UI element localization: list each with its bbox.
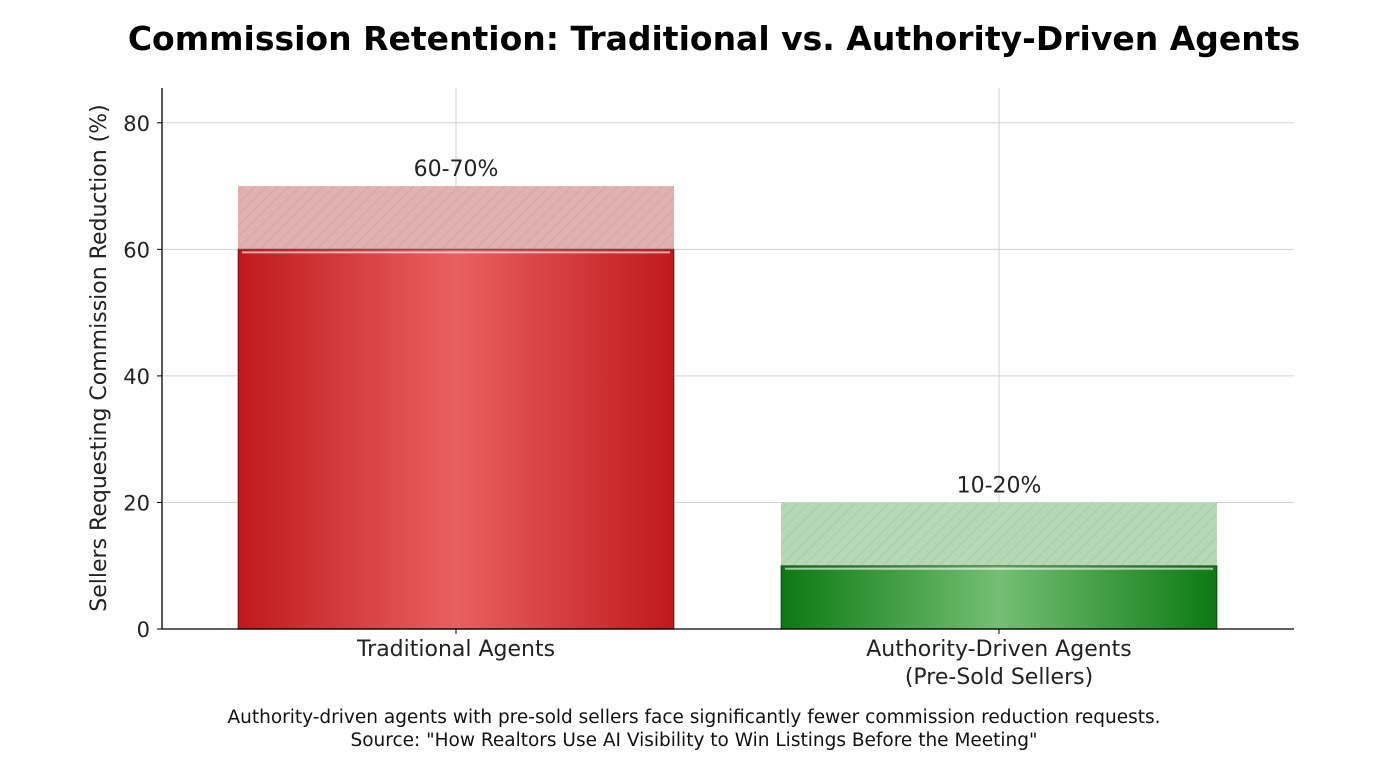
x-tick-label: Traditional Agents xyxy=(356,637,555,662)
y-tick-label: 40 xyxy=(123,365,150,389)
x-tick-label: Authority-Driven Agents xyxy=(866,637,1132,662)
range-band xyxy=(781,502,1217,566)
y-tick-label: 80 xyxy=(123,112,150,136)
chart-title: Commission Retention: Traditional vs. Au… xyxy=(128,19,1300,58)
y-tick-label: 0 xyxy=(137,618,150,642)
y-tick-label: 20 xyxy=(123,491,150,515)
data-label: 60-70% xyxy=(414,157,499,182)
bar xyxy=(780,564,1218,630)
y-axis-label: Sellers Requesting Commission Reduction … xyxy=(87,104,112,611)
x-tick-label: (Pre-Sold Sellers) xyxy=(905,665,1093,690)
caption-source: Source: "How Realtors Use AI Visibility … xyxy=(350,730,1037,751)
bar xyxy=(237,248,675,630)
caption-line-1: Authority-driven agents with pre-sold se… xyxy=(227,707,1160,728)
data-label: 10-20% xyxy=(957,473,1042,498)
range-band xyxy=(238,186,674,250)
y-tick-label: 60 xyxy=(123,238,150,262)
